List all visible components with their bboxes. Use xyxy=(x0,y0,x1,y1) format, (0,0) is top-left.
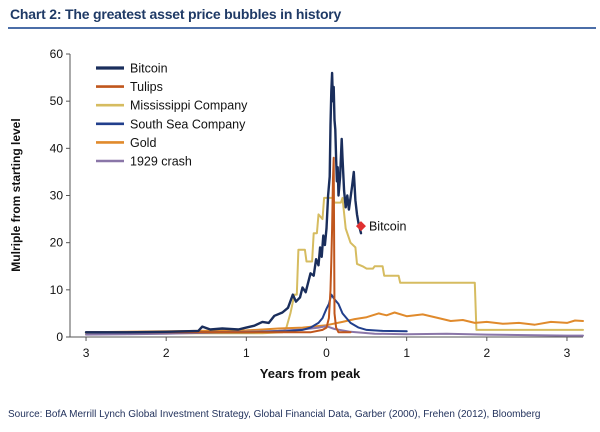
legend: Bitcoin Tulips Mississippi Company South Se… xyxy=(96,62,248,169)
y-tick-label: 40 xyxy=(50,141,64,155)
title-rule xyxy=(8,27,596,29)
x-tick-label: 2 xyxy=(483,346,490,360)
source-note: Source: BofA Merrill Lynch Global Invest… xyxy=(8,409,541,420)
x-tick-label: 1 xyxy=(243,346,250,360)
legend-label: Mississippi Company xyxy=(130,99,248,113)
legend-label: Gold xyxy=(130,136,156,150)
x-tick-label: 3 xyxy=(564,346,571,360)
annotation-marker xyxy=(355,221,366,232)
series-line-gold xyxy=(85,311,584,334)
x-tick-label: 2 xyxy=(163,346,170,360)
y-tick-label: 30 xyxy=(50,189,64,203)
y-axis-label: Mulriple from starting level xyxy=(9,118,23,271)
series-line-bitcoin xyxy=(84,71,363,334)
legend-label: Tulips xyxy=(130,80,163,94)
x-tick-label: 3 xyxy=(83,346,90,360)
y-tick-label: 0 xyxy=(56,330,63,344)
y-tick-label: 60 xyxy=(50,47,64,61)
x-tick-label: 0 xyxy=(323,346,330,360)
y-tick-label: 20 xyxy=(50,236,64,250)
legend-label: Bitcoin xyxy=(130,62,168,76)
legend-label: South Sea Company xyxy=(130,117,246,131)
series-line-tulips xyxy=(85,156,352,334)
y-tick-label: 50 xyxy=(50,94,64,108)
annotation-label: Bitcoin xyxy=(369,220,407,234)
x-axis-label: Years from peak xyxy=(260,366,361,381)
legend-label: 1929 crash xyxy=(130,155,192,169)
y-tick-label: 10 xyxy=(50,283,64,297)
series-layer xyxy=(84,71,584,337)
chart-title: Chart 2: The greatest asset price bubble… xyxy=(10,6,342,22)
annotation-layer: Bitcoin xyxy=(355,220,407,234)
x-tick-label: 1 xyxy=(403,346,410,360)
